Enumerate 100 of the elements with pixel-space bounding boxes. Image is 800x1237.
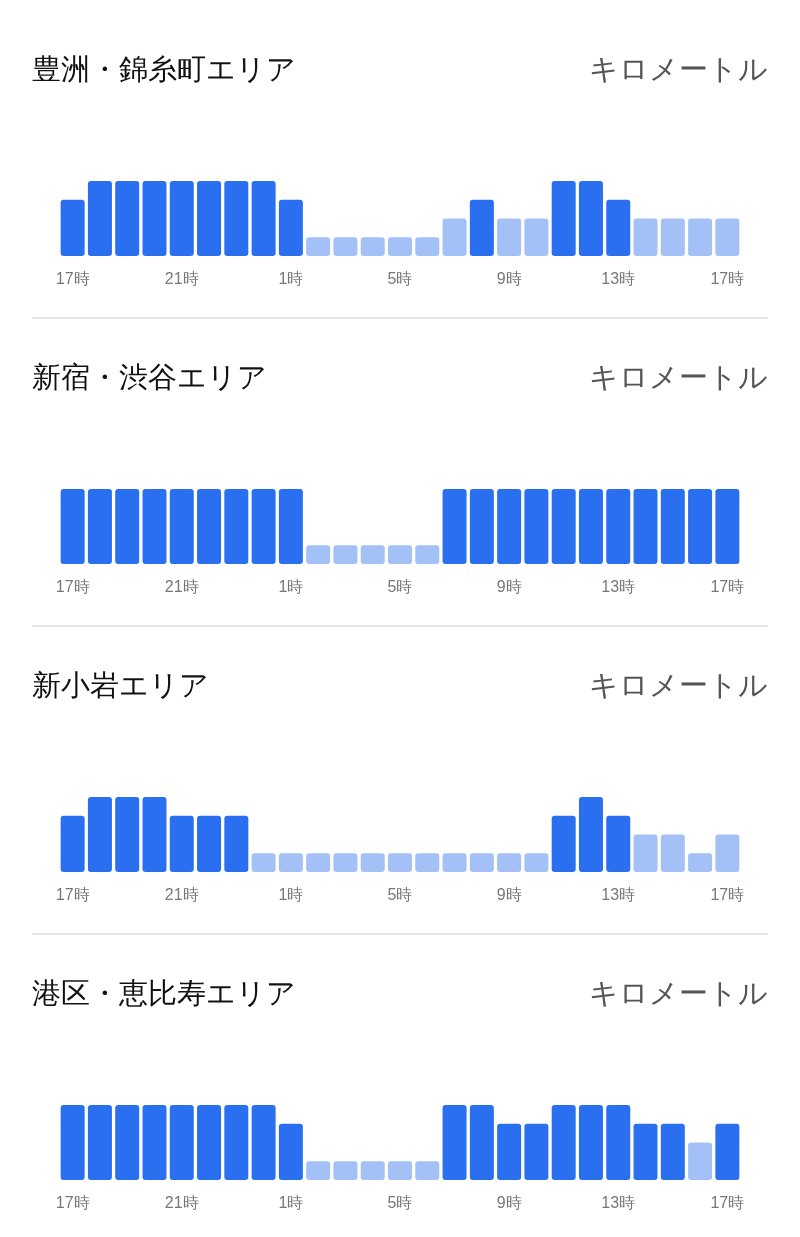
x-tick-label: 17時	[710, 1194, 745, 1211]
x-tick-label: 1時	[278, 270, 304, 287]
chart-title: 新小岩エリア	[32, 669, 209, 701]
chart-subtitle: キロメートル	[589, 977, 768, 1009]
x-tick-label: 9時	[496, 1194, 522, 1211]
bar	[578, 181, 603, 256]
bar	[278, 1123, 303, 1180]
bar	[415, 1161, 440, 1180]
bar	[442, 1105, 467, 1180]
x-tick-label: 17時	[710, 578, 745, 595]
x-tick-label: 21時	[164, 886, 199, 903]
chart-subtitle: キロメートル	[589, 669, 768, 701]
bar	[524, 1123, 549, 1180]
bar	[115, 1105, 140, 1180]
bar	[224, 815, 249, 872]
bar	[551, 1105, 576, 1180]
bar	[551, 181, 576, 256]
x-tick-label: 5時	[387, 578, 413, 595]
bar	[142, 797, 167, 872]
bar	[306, 237, 331, 256]
x-tick-label: 5時	[387, 886, 413, 903]
bar	[497, 218, 522, 256]
x-tick-label: 9時	[496, 578, 522, 595]
bar	[578, 1105, 603, 1180]
bar	[469, 1105, 494, 1180]
bar	[442, 218, 467, 256]
bar	[224, 1105, 249, 1180]
bar	[660, 834, 685, 872]
bar	[551, 815, 576, 872]
bar	[469, 853, 494, 872]
chart-subtitle: キロメートル	[589, 361, 768, 393]
bar	[197, 181, 222, 256]
bar	[660, 1123, 685, 1180]
bar	[415, 237, 440, 256]
bar	[578, 797, 603, 872]
bar	[251, 853, 276, 872]
x-tick-label: 9時	[496, 886, 522, 903]
bar	[333, 1161, 358, 1180]
bar	[333, 853, 358, 872]
bar	[715, 834, 740, 872]
bar	[115, 181, 140, 256]
bar	[142, 1105, 167, 1180]
bar	[115, 797, 140, 872]
bar	[388, 853, 413, 872]
bar	[469, 199, 494, 256]
x-tick-label: 13時	[601, 270, 636, 287]
bar	[415, 853, 440, 872]
x-tick-label: 21時	[164, 270, 199, 287]
bar	[688, 853, 713, 872]
bar	[715, 218, 740, 256]
bar	[688, 218, 713, 256]
x-tick-label: 17時	[55, 886, 90, 903]
x-tick-label: 21時	[164, 1194, 199, 1211]
bar	[251, 1105, 276, 1180]
x-tick-label: 17時	[710, 886, 745, 903]
x-tick-label: 9時	[496, 270, 522, 287]
bar	[688, 1142, 713, 1180]
bar	[606, 199, 631, 256]
bar	[142, 181, 167, 256]
chart-title: 港区・恵比寿エリア	[32, 977, 296, 1009]
chart-title: 豊洲・錦糸町エリア	[32, 53, 296, 85]
x-tick-label: 1時	[278, 578, 304, 595]
bar	[169, 181, 194, 256]
bar	[497, 853, 522, 872]
bar	[251, 181, 276, 256]
bar	[278, 853, 303, 872]
bar	[87, 181, 112, 256]
x-tick-label: 17時	[55, 270, 90, 287]
bar	[388, 237, 413, 256]
x-tick-label: 5時	[387, 1194, 413, 1211]
bar	[497, 1123, 522, 1180]
bar	[524, 853, 549, 872]
bar	[360, 237, 385, 256]
x-tick-label: 13時	[601, 1194, 636, 1211]
x-tick-label: 17時	[55, 578, 90, 595]
bar	[660, 218, 685, 256]
bar	[306, 853, 331, 872]
bar	[60, 815, 85, 872]
bar	[278, 199, 303, 256]
bar	[169, 815, 194, 872]
bar	[606, 815, 631, 872]
bar	[60, 1105, 85, 1180]
x-tick-label: 13時	[601, 578, 636, 595]
x-tick-label: 17時	[55, 1194, 90, 1211]
bar	[442, 853, 467, 872]
bar	[333, 237, 358, 256]
bar	[87, 797, 112, 872]
bar	[524, 218, 549, 256]
x-tick-label: 21時	[164, 578, 199, 595]
bar	[87, 1105, 112, 1180]
bar	[360, 1161, 385, 1180]
bar	[633, 218, 658, 256]
bar	[633, 1123, 658, 1180]
chart-subtitle: キロメートル	[589, 53, 768, 85]
bar	[606, 1105, 631, 1180]
x-tick-label: 13時	[601, 886, 636, 903]
bar	[715, 1123, 740, 1180]
bar	[388, 1161, 413, 1180]
x-tick-label: 5時	[387, 270, 413, 287]
chart-title: 新宿・渋谷エリア	[32, 361, 267, 393]
